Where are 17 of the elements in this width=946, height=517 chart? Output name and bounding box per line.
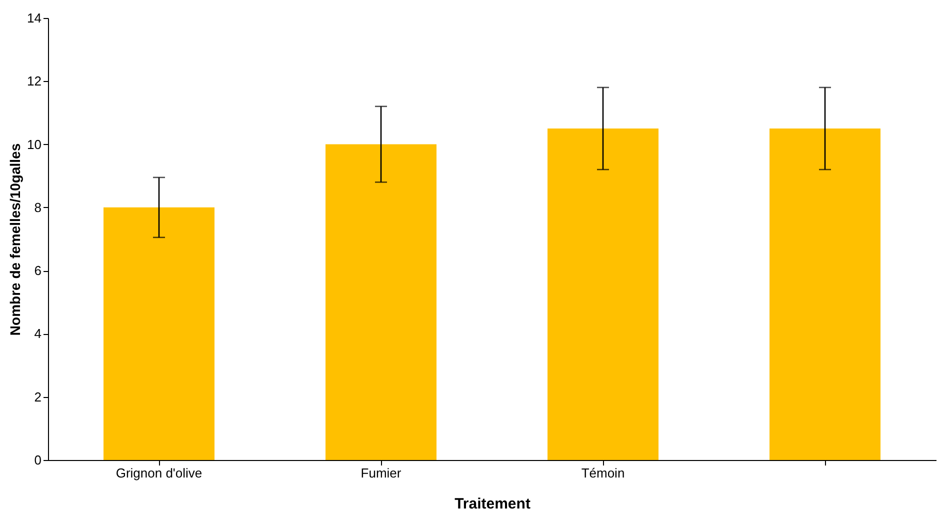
y-tick-label: 12 <box>27 74 42 89</box>
y-tick-label: 0 <box>34 452 42 468</box>
y-tick-label: 14 <box>27 10 42 26</box>
x-tick-label: Fumier <box>360 466 402 480</box>
x-tick-label: Grignon d'olive <box>116 466 202 480</box>
y-tick-label: 6 <box>34 263 42 278</box>
y-tick-label: 10 <box>27 136 42 152</box>
y-tick-label: 2 <box>34 389 42 404</box>
bar <box>326 144 436 460</box>
x-tick-label: Témoin <box>581 466 625 480</box>
y-tick-label: 4 <box>34 326 42 342</box>
y-axis-title: Nombre de femelles/10galles <box>7 143 24 336</box>
bar <box>104 207 214 460</box>
bar <box>770 128 880 460</box>
x-axis-title: Traitement <box>454 496 530 512</box>
y-tick-label: 8 <box>34 200 42 215</box>
bar <box>548 128 658 460</box>
